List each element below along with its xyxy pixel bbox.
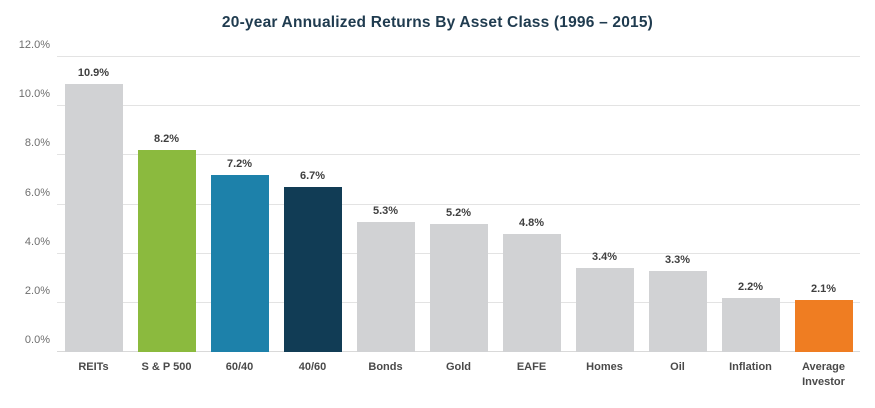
bar-value-label: 2.2%: [737, 280, 764, 293]
bar-group-40-60: 6.7%: [276, 57, 349, 352]
chart-title: 20-year Annualized Returns By Asset Clas…: [221, 14, 654, 31]
bar-value-label: 5.3%: [372, 204, 399, 217]
y-tick-label: 2.0%: [24, 284, 50, 297]
bar-group-inflation: 2.2%: [714, 57, 787, 352]
bar-group-oil: 3.3%: [641, 57, 714, 352]
bar: [283, 187, 342, 352]
bar-value-label: 8.2%: [153, 133, 180, 146]
bar-value-label: 5.2%: [445, 207, 472, 220]
plot-area: 0.0% 2.0% 4.0% 6.0% 8.0% 10.0% 12.0% 10.9% 8.2%…: [19, 39, 860, 352]
bar: [429, 224, 488, 352]
bar-group-bonds: 5.3%: [349, 57, 422, 352]
gridline: [57, 105, 860, 107]
bars-row: 10.9% 8.2% 7.2% 6.7% 5.3% 5.2% 4.8% 3.4% 3.3% 2.2…: [57, 57, 860, 352]
x-axis-labels: REITs S & P 500 60/40 40/60 Bonds Gold EAFE Hom…: [57, 360, 860, 390]
x-category-label: EAFE: [516, 361, 547, 373]
x-category-label: Bonds: [368, 361, 403, 373]
x-category-label: Oil: [670, 361, 685, 373]
y-tick-label: 12.0%: [18, 39, 50, 51]
y-tick-label: 4.0%: [24, 235, 50, 248]
y-tick-label: 0.0%: [24, 334, 50, 346]
bar-value-label: 3.3%: [664, 253, 691, 266]
bar-value-label: 2.1%: [810, 283, 837, 296]
bar: [210, 175, 269, 352]
x-category-label: Homes: [586, 361, 623, 373]
bar-group-homes: 3.4%: [568, 57, 641, 352]
gridline: [57, 56, 860, 57]
bar-group-eafe: 4.8%: [495, 57, 568, 352]
x-category-label: 60/40: [225, 361, 254, 373]
x-category-label: S & P 500: [141, 361, 192, 373]
gridline: [57, 154, 860, 156]
bar: [648, 270, 707, 352]
bar-group-gold: 5.2%: [422, 57, 495, 352]
bar-value-label: 10.9%: [77, 67, 110, 80]
bar-value-label: 6.7%: [299, 170, 326, 183]
bar-group-average-investor: 2.1%: [787, 57, 860, 352]
bar: [575, 268, 634, 352]
gridline: [57, 203, 860, 205]
x-category-label: 40/60: [298, 361, 327, 373]
bar: [356, 221, 415, 352]
y-tick-label: 10.0%: [18, 88, 50, 101]
bar: [721, 297, 780, 352]
bar-group-60-40: 7.2%: [203, 57, 276, 352]
bar-group-reits: 10.9%: [57, 57, 130, 352]
bar: [794, 300, 853, 352]
x-category-label: REITs: [78, 361, 109, 373]
x-category-label: Inflation: [729, 361, 772, 373]
bar: [64, 84, 123, 352]
y-tick-label: 6.0%: [24, 186, 50, 199]
y-tick-label: 8.0%: [24, 137, 50, 150]
x-category-label: Gold: [445, 361, 472, 373]
bar-value-label: 7.2%: [226, 158, 253, 170]
x-category-label: Average Investor: [801, 361, 845, 388]
bar-group-s-p-500: 8.2%: [130, 57, 203, 352]
bar: [137, 150, 196, 352]
bar-value-label: 3.4%: [591, 251, 618, 264]
bar: [502, 234, 561, 352]
bar-value-label: 4.8%: [518, 217, 545, 229]
